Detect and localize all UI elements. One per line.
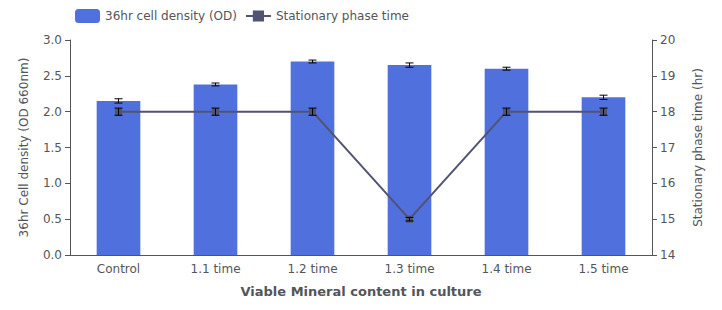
svg-text:Viable Mineral content in cult: Viable Mineral content in culture	[240, 284, 481, 299]
svg-text:2.0: 2.0	[43, 105, 62, 119]
svg-text:Stationary phase time (hr): Stationary phase time (hr)	[691, 68, 705, 227]
svg-text:19: 19	[660, 69, 675, 83]
svg-text:1.4 time: 1.4 time	[481, 262, 531, 276]
svg-text:20: 20	[660, 33, 675, 47]
svg-text:16: 16	[660, 176, 675, 190]
svg-text:15: 15	[660, 212, 675, 226]
svg-text:Control: Control	[97, 262, 140, 276]
svg-text:1.5: 1.5	[43, 141, 62, 155]
svg-text:1.0: 1.0	[43, 176, 62, 190]
svg-text:Stationary phase time: Stationary phase time	[276, 9, 409, 23]
svg-text:3.0: 3.0	[43, 33, 62, 47]
svg-text:14: 14	[660, 248, 675, 262]
svg-text:2.5: 2.5	[43, 69, 62, 83]
svg-text:18: 18	[660, 105, 675, 119]
svg-text:1.3 time: 1.3 time	[384, 262, 434, 276]
svg-text:1.2 time: 1.2 time	[287, 262, 337, 276]
svg-text:17: 17	[660, 141, 675, 155]
svg-text:0.0: 0.0	[43, 248, 62, 262]
svg-text:36hr Cell density (OD 660nm): 36hr Cell density (OD 660nm)	[17, 58, 31, 238]
svg-text:1.5 time: 1.5 time	[578, 262, 628, 276]
svg-text:0.5: 0.5	[43, 212, 62, 226]
svg-text:36hr cell density (OD): 36hr cell density (OD)	[105, 9, 237, 23]
svg-text:1.1 time: 1.1 time	[190, 262, 240, 276]
